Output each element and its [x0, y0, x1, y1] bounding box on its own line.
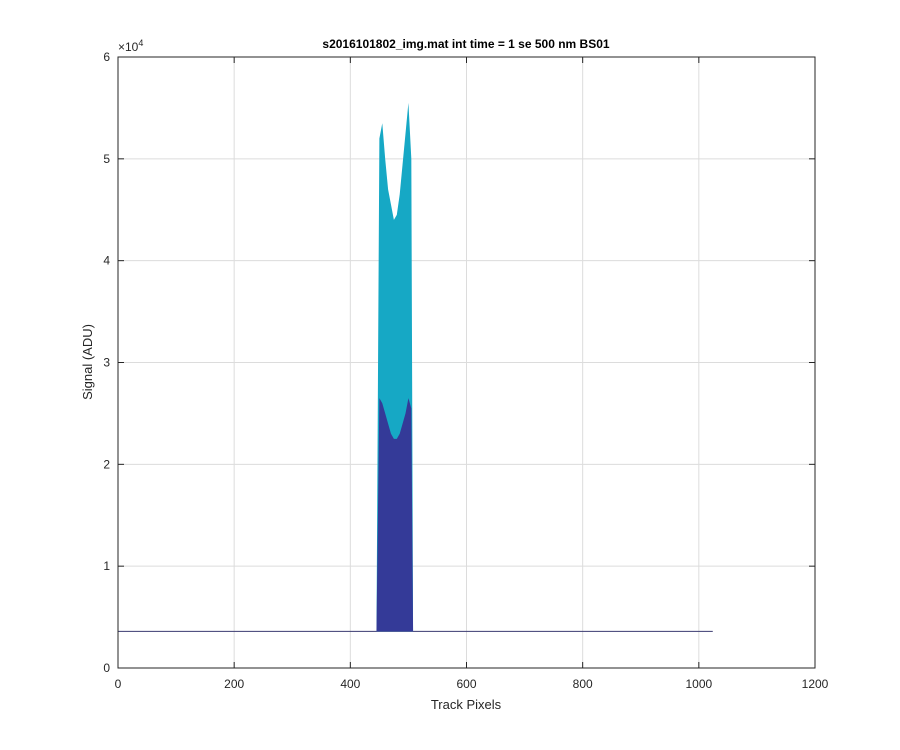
y-tick-label: 0 [103, 661, 110, 675]
grid [117, 56, 816, 669]
chart-title: s2016101802_img.mat int time = 1 se 500 … [322, 37, 609, 51]
series-area [118, 102, 713, 632]
y-tick-label: 1 [103, 559, 110, 573]
y-tick-label: 3 [103, 356, 110, 370]
x-axis-label: Track Pixels [431, 697, 502, 712]
y-axis-label: Signal (ADU) [80, 324, 95, 400]
y-exponent-base: ×10 [118, 40, 139, 54]
plot-frame [117, 56, 816, 669]
y-tick-label: 4 [103, 254, 110, 268]
x-tick-label: 1000 [685, 677, 712, 691]
y-tick-label: 6 [103, 50, 110, 64]
peak-lower-area [376, 398, 414, 632]
tick-labels: 0 200 400 600 800 1000 1200 0 1 2 3 4 5 6 [103, 50, 828, 691]
y-exponent: ×104 [118, 38, 143, 54]
x-tick-label: 600 [456, 677, 476, 691]
y-tick-label: 2 [103, 457, 110, 471]
x-tick-label: 800 [573, 677, 593, 691]
y-exponent-power: 4 [138, 38, 143, 48]
axes [117, 56, 816, 669]
x-tick-label: 1200 [802, 677, 829, 691]
y-tick-label: 5 [103, 152, 110, 166]
x-tick-label: 0 [115, 677, 122, 691]
x-tick-label: 200 [224, 677, 244, 691]
x-tick-label: 400 [340, 677, 360, 691]
